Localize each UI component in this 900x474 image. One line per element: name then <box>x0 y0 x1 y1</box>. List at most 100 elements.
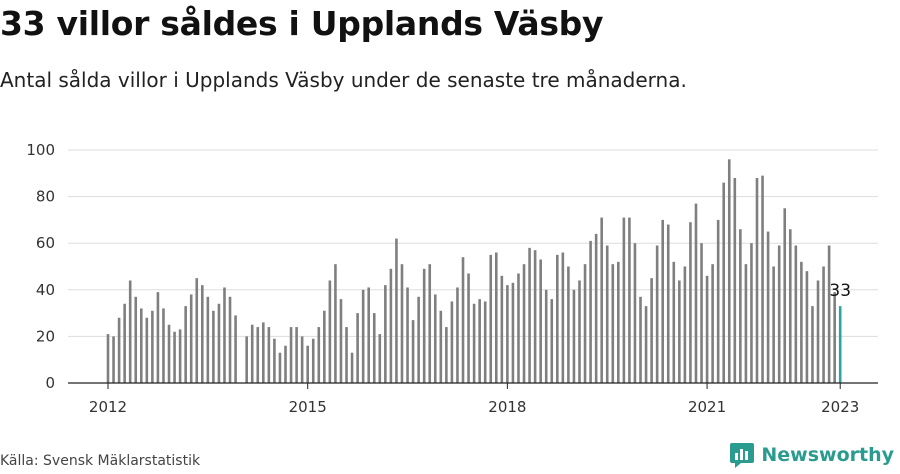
bar <box>611 264 615 383</box>
bar <box>628 217 631 383</box>
bar <box>212 310 215 383</box>
y-tick-label: 40 <box>36 281 55 299</box>
bar <box>461 257 465 383</box>
bar <box>544 289 548 383</box>
bar <box>228 296 232 383</box>
bar-chart: 0 20 40 60 80 100 33 2012 2015 2018 2021 2023 <box>26 141 878 416</box>
bar <box>145 317 149 383</box>
bar <box>678 280 681 383</box>
bar <box>300 336 304 383</box>
bar <box>400 264 404 383</box>
bar <box>289 327 293 383</box>
bar <box>761 175 764 383</box>
bar <box>112 336 115 383</box>
bar <box>467 273 470 383</box>
bar <box>128 280 132 383</box>
bar <box>705 275 709 383</box>
bar <box>716 219 720 383</box>
bar <box>506 285 509 383</box>
bar <box>350 352 354 383</box>
bar <box>661 219 664 383</box>
bar <box>833 292 836 383</box>
y-tick-label: 0 <box>45 374 55 392</box>
bar <box>250 324 254 383</box>
bar <box>528 247 531 383</box>
chart-subtitle: Antal sålda villor i Upplands Väsby unde… <box>0 68 687 92</box>
bar <box>311 338 315 383</box>
bar <box>539 259 542 383</box>
bar <box>788 229 792 383</box>
y-tick-label: 60 <box>36 234 55 252</box>
bar <box>428 264 432 383</box>
bar <box>361 289 365 383</box>
y-tick-label: 100 <box>26 141 55 159</box>
bar <box>727 159 731 383</box>
bar <box>689 222 692 383</box>
bar <box>739 229 742 383</box>
bar <box>589 240 592 383</box>
bar <box>273 338 276 383</box>
bar <box>583 264 587 383</box>
x-tick-label: 2015 <box>289 398 327 416</box>
bar <box>334 264 337 383</box>
bar <box>561 252 565 383</box>
bar <box>184 306 187 383</box>
axis-layer: 0 20 40 60 80 100 33 2012 2015 2018 2021 2023 <box>26 141 878 416</box>
bar <box>134 296 138 383</box>
bar <box>456 287 459 383</box>
bar <box>772 266 775 383</box>
last-value-label: 33 <box>829 281 851 301</box>
bar <box>173 331 176 383</box>
bar <box>162 308 165 383</box>
bar <box>694 203 698 383</box>
bar <box>139 308 143 383</box>
bar <box>578 280 581 383</box>
bar <box>267 327 271 383</box>
bar <box>489 254 493 383</box>
bar <box>650 278 653 383</box>
bars-layer <box>106 159 842 383</box>
brand-name: Newsworthy <box>761 444 894 466</box>
bar <box>117 317 121 383</box>
bar <box>256 327 260 383</box>
bar <box>417 296 420 383</box>
bar <box>605 245 609 383</box>
bar <box>356 313 359 383</box>
bar <box>156 292 160 383</box>
bar <box>450 301 454 383</box>
bar <box>622 217 626 383</box>
bar <box>500 275 504 383</box>
bar <box>733 177 737 383</box>
bar <box>783 208 787 383</box>
bar <box>483 301 487 383</box>
bar <box>433 294 437 383</box>
bar <box>234 315 237 383</box>
bar <box>766 231 770 383</box>
bar <box>411 320 415 383</box>
bar <box>367 287 371 383</box>
bar <box>567 266 570 383</box>
bar <box>278 352 282 383</box>
bar <box>644 306 648 383</box>
bar <box>395 238 398 383</box>
bar <box>178 329 182 383</box>
bar <box>617 261 620 383</box>
bar <box>722 182 726 383</box>
bar <box>306 345 309 383</box>
bar <box>572 289 576 383</box>
bar <box>189 294 193 383</box>
bar <box>201 285 204 383</box>
bar <box>744 264 748 383</box>
bar <box>167 324 171 383</box>
bar <box>533 250 537 383</box>
x-tick-label: 2018 <box>488 398 526 416</box>
x-tick-label: 2021 <box>688 398 726 416</box>
bar <box>339 299 343 383</box>
bar <box>550 299 554 383</box>
bar <box>805 271 809 383</box>
bar <box>827 245 831 383</box>
bar <box>711 264 714 383</box>
bar <box>389 268 393 383</box>
bar-latest <box>838 306 842 383</box>
brand-logo[interactable]: Newsworthy <box>729 441 894 469</box>
